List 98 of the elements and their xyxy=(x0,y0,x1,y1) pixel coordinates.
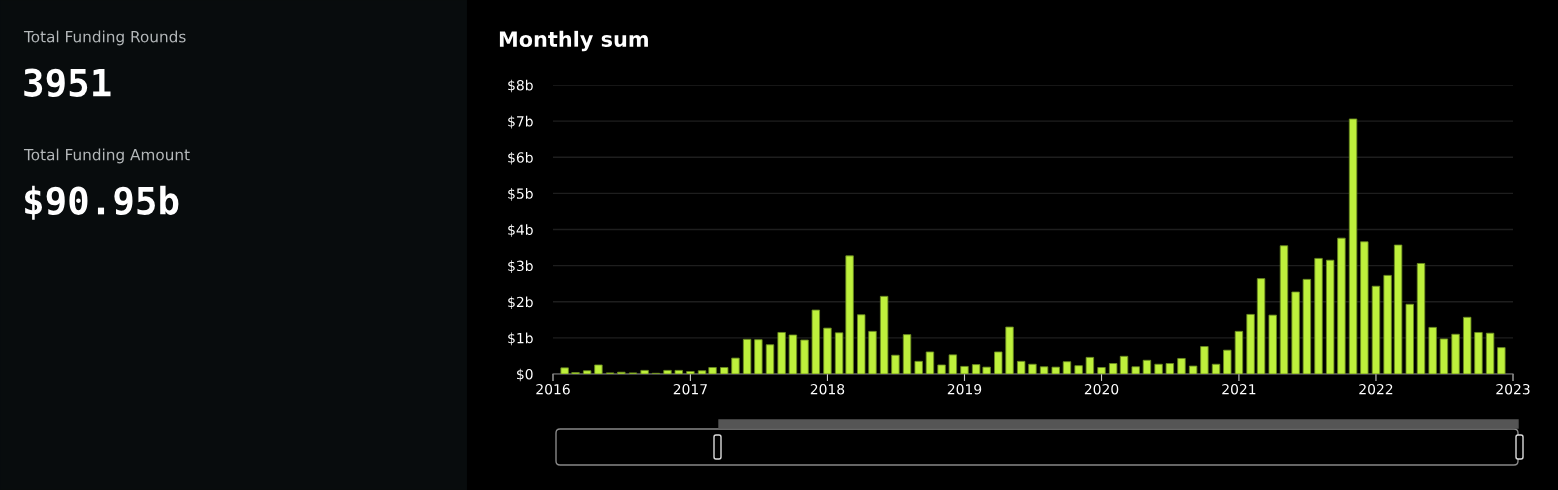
bar xyxy=(1451,333,1460,374)
bar xyxy=(1337,237,1346,374)
bar xyxy=(1165,363,1175,374)
y-tick-label: $6b xyxy=(508,151,533,165)
bar xyxy=(960,365,969,374)
bar xyxy=(674,369,683,374)
bar xyxy=(1325,259,1335,374)
chart-title: Monthly sum xyxy=(499,30,648,52)
bar xyxy=(1142,359,1152,374)
x-tick-label: 2019 xyxy=(947,383,982,395)
bar xyxy=(1131,366,1140,374)
bar xyxy=(937,364,946,374)
bar xyxy=(663,369,672,374)
bar xyxy=(1256,278,1266,374)
bar xyxy=(868,330,877,374)
bar xyxy=(1314,257,1323,374)
bar xyxy=(1405,303,1414,374)
x-tick-label: 2018 xyxy=(810,383,845,395)
bar xyxy=(1474,332,1483,374)
x-tick-label: 2017 xyxy=(673,383,707,395)
bar xyxy=(1200,346,1209,374)
bar xyxy=(857,314,866,374)
x-tick-label: 2021 xyxy=(1222,383,1256,395)
bar xyxy=(1097,367,1106,374)
bar xyxy=(845,255,854,374)
y-tick-label: $1b xyxy=(508,332,533,346)
bar xyxy=(731,357,740,374)
bar xyxy=(1154,363,1163,374)
bar xyxy=(720,367,729,374)
bar xyxy=(1246,313,1255,374)
bar xyxy=(640,369,649,374)
bar xyxy=(777,332,786,374)
bar xyxy=(1005,326,1014,374)
bar xyxy=(823,327,832,374)
bar xyxy=(754,339,763,374)
bar xyxy=(811,309,820,374)
bar xyxy=(800,339,809,374)
bar xyxy=(1463,316,1472,374)
bar xyxy=(879,295,889,374)
y-tick-label: $4b xyxy=(508,224,533,237)
bar xyxy=(1119,355,1129,374)
bar xyxy=(1302,278,1312,374)
y-tick-label: $5b xyxy=(508,188,533,201)
bar xyxy=(1348,118,1358,374)
bar xyxy=(1360,241,1369,374)
bar xyxy=(914,360,923,374)
y-tick-label: $8b xyxy=(508,79,533,93)
text: 3951 xyxy=(24,68,111,98)
bar xyxy=(1268,314,1277,374)
bar xyxy=(1439,338,1449,374)
bar xyxy=(1371,285,1381,374)
y-tick-label: $7b xyxy=(508,115,533,129)
bar xyxy=(560,367,569,374)
bar xyxy=(834,332,844,374)
text: Total Funding Rounds xyxy=(23,30,186,46)
text: Total Funding Amount xyxy=(23,148,190,164)
bar xyxy=(925,351,935,374)
bar xyxy=(686,371,695,374)
bar xyxy=(1211,363,1221,374)
bar xyxy=(1291,291,1300,374)
x-tick-label: 2016 xyxy=(536,383,570,395)
bar xyxy=(1017,360,1026,374)
x-tick-label: 2023 xyxy=(1496,383,1530,395)
text: $90.95b xyxy=(25,185,179,220)
bar xyxy=(1039,366,1049,374)
bar xyxy=(1383,274,1392,374)
bar xyxy=(1062,361,1072,374)
bar xyxy=(788,334,798,374)
bar xyxy=(1188,365,1198,374)
bar xyxy=(1223,349,1232,374)
bar xyxy=(1485,332,1495,374)
y-tick-label: $3b xyxy=(508,260,533,273)
bar xyxy=(1393,244,1403,374)
bar xyxy=(994,351,1003,374)
bar xyxy=(1428,326,1437,374)
bar xyxy=(582,370,592,374)
bar xyxy=(1028,363,1037,374)
bar xyxy=(1234,330,1244,374)
bar xyxy=(948,354,958,374)
bar xyxy=(742,338,752,374)
bar xyxy=(1085,356,1095,374)
bar xyxy=(1416,263,1426,374)
bar xyxy=(1177,358,1186,374)
bar xyxy=(765,344,775,374)
bar xyxy=(1051,366,1060,374)
x-tick-label: 2022 xyxy=(1359,383,1393,395)
bar xyxy=(708,367,717,374)
bar xyxy=(1279,245,1289,374)
y-tick-label: $2b xyxy=(508,296,533,310)
x-tick-label: 2020 xyxy=(1084,383,1119,395)
bar xyxy=(902,334,912,374)
bar xyxy=(594,364,603,374)
bar xyxy=(697,370,707,374)
bar xyxy=(891,354,900,374)
bar xyxy=(1108,363,1118,374)
y-tick-label: $0 xyxy=(517,368,533,382)
bar xyxy=(1497,347,1506,374)
bar xyxy=(1074,365,1083,374)
